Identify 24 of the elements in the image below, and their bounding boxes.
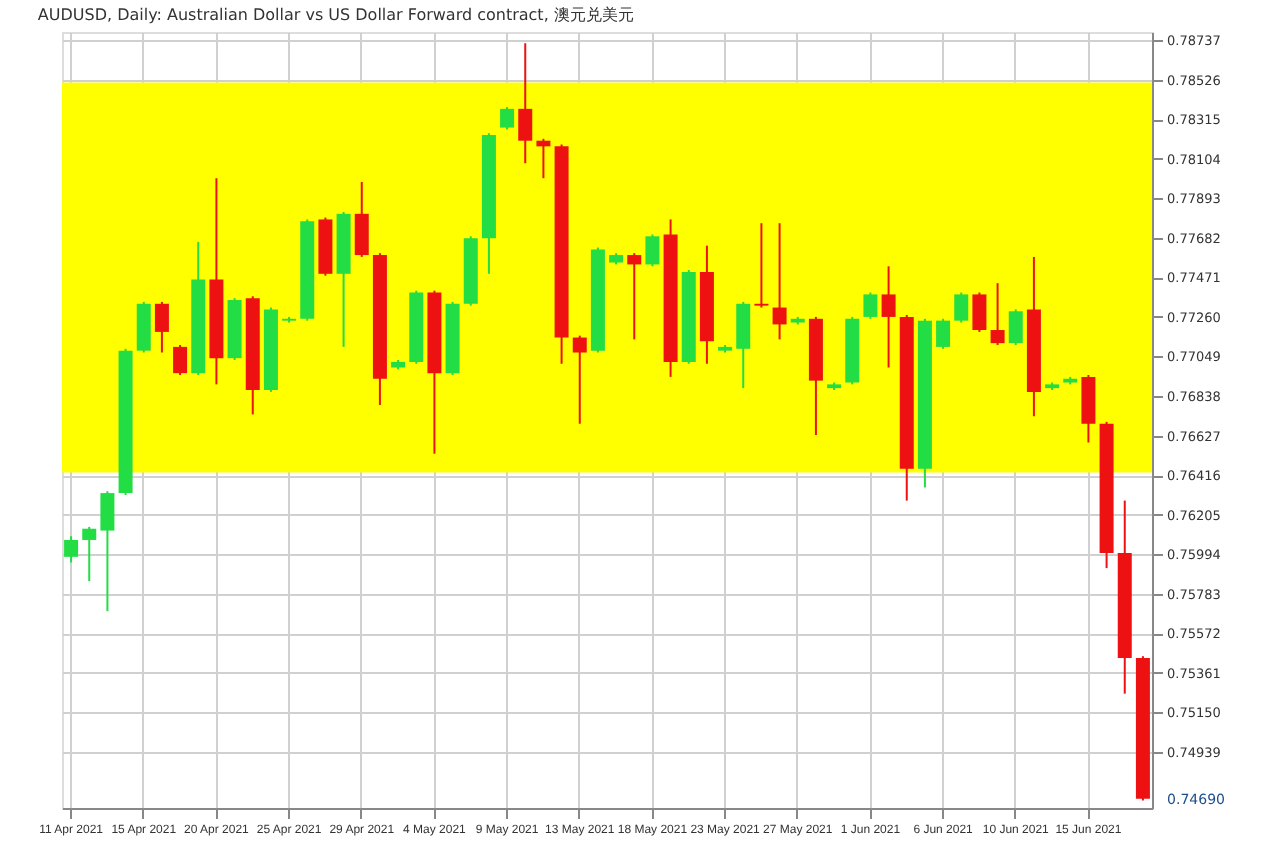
candlestick <box>136 300 151 354</box>
candlestick <box>354 180 369 258</box>
candlestick <box>1008 308 1023 347</box>
candlestick <box>82 525 97 583</box>
candlestick <box>518 42 533 165</box>
candlestick <box>736 300 751 390</box>
candlestick <box>754 222 769 309</box>
candlestick <box>572 334 587 425</box>
candlestick <box>863 291 878 320</box>
candlestick <box>100 490 115 613</box>
candlestick <box>972 291 987 333</box>
candlestick <box>954 291 969 324</box>
candlestick <box>645 233 660 268</box>
candlestick <box>173 344 188 377</box>
candlestick <box>772 222 787 341</box>
candlestick <box>64 535 79 564</box>
chart-title: AUDUSD, Daily: Australian Dollar vs US Dollar Forward contract, 澳元兑美元 <box>37 6 634 24</box>
candlestick <box>500 105 515 131</box>
candlestick <box>154 300 169 354</box>
candlestick <box>1081 374 1096 444</box>
candlestick <box>936 317 951 350</box>
candlestick <box>990 282 1005 347</box>
candlestick <box>627 252 642 341</box>
candlestick <box>881 265 896 369</box>
